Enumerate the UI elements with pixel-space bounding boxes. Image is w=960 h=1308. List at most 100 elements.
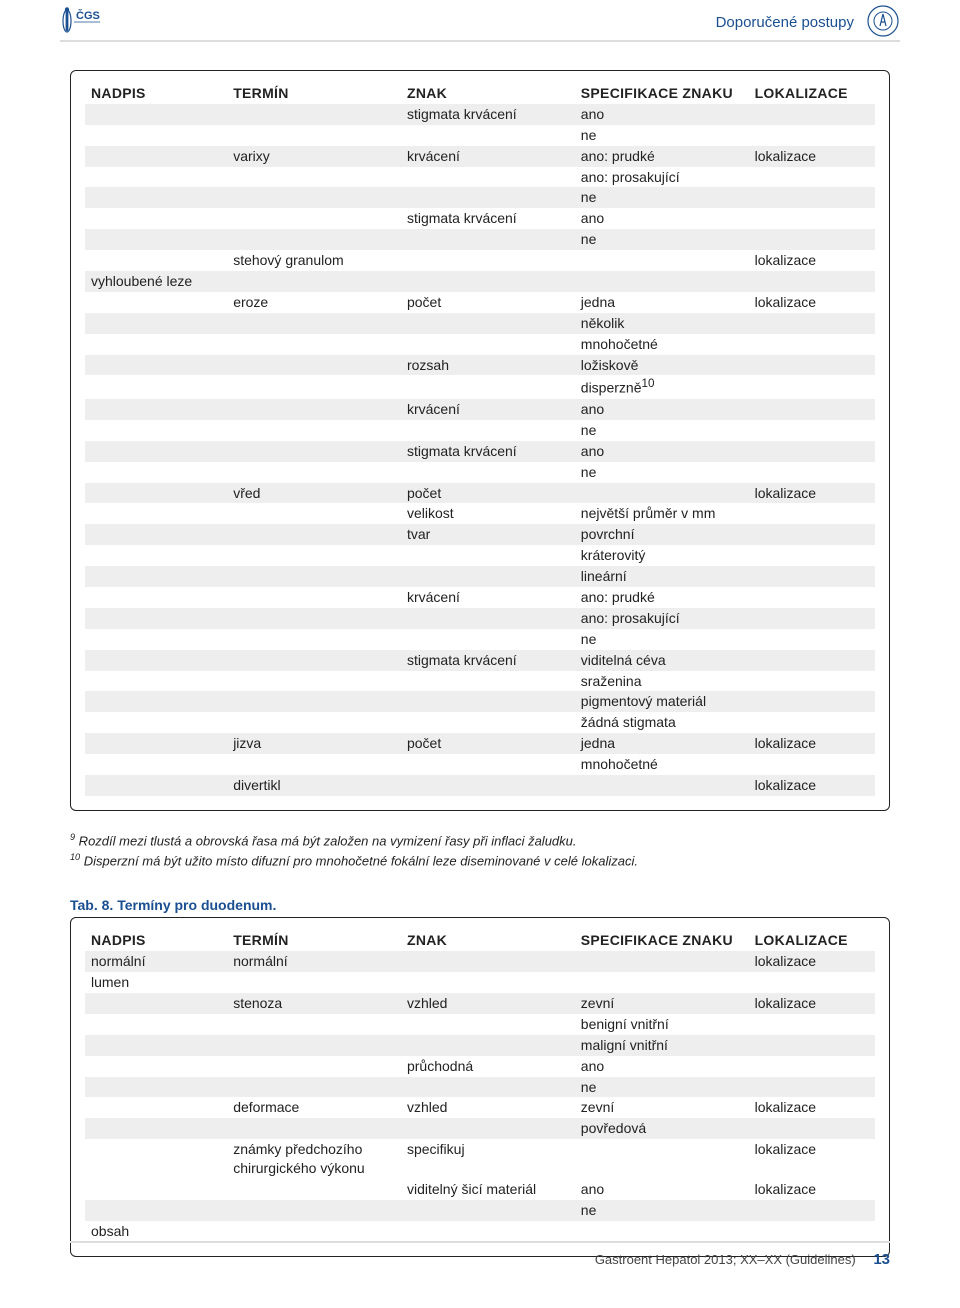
footer-page-number: 13 (873, 1251, 890, 1268)
table-cell (85, 503, 227, 524)
table-cell (227, 972, 401, 993)
table-cell: krvácení (401, 587, 575, 608)
table-cell: rozsah (401, 355, 575, 376)
table-cell: ložiskově (575, 355, 749, 376)
table-cell: varixy (227, 146, 401, 167)
table-cell: sraženina (575, 671, 749, 692)
table-cell: stenoza (227, 993, 401, 1014)
th2-termin: TERMÍN (227, 930, 401, 951)
table-cell (85, 1200, 227, 1221)
table-row: žádná stigmata (85, 712, 875, 733)
table-cell (575, 951, 749, 972)
table-cell (227, 1014, 401, 1035)
table-cell: povředová (575, 1118, 749, 1139)
table-cell (401, 1221, 575, 1242)
table-cell (227, 1179, 401, 1200)
table-cell: ano (575, 1179, 749, 1200)
table-1: NADPIS TERMÍN ZNAK SPECIFIKACE ZNAKU LOK… (85, 83, 875, 796)
table-cell (227, 441, 401, 462)
table-cell: jedna (575, 733, 749, 754)
table-cell (401, 229, 575, 250)
table-row: ne (85, 462, 875, 483)
table-cell (85, 1014, 227, 1035)
table-cell: povrchní (575, 524, 749, 545)
th-termin: TERMÍN (227, 83, 401, 104)
table-cell: lumen (85, 972, 227, 993)
table-cell: ano: prudké (575, 587, 749, 608)
table-cell: průchodná (401, 1056, 575, 1077)
table-row: krváceníano: prudké (85, 587, 875, 608)
table-row: erozepočetjednalokalizace (85, 292, 875, 313)
table-cell (227, 208, 401, 229)
header-right: Doporučené postupy (716, 4, 900, 41)
table-cell (401, 462, 575, 483)
table-cell (401, 1200, 575, 1221)
table-row: ne (85, 125, 875, 146)
page-footer: Gastroent Hepatol 2013; XX–XX (Guideline… (70, 1241, 890, 1268)
table-cell (401, 375, 575, 399)
table-cell (227, 187, 401, 208)
table-row: disperzně10 (85, 375, 875, 399)
table-row: viditelný šicí materiálanolokalizace (85, 1179, 875, 1200)
table-cell (227, 334, 401, 355)
table-cell (85, 334, 227, 355)
table-cell (227, 754, 401, 775)
table-row: stigmata krváceníviditelná céva (85, 650, 875, 671)
th2-lokalizace: LOKALIZACE (749, 930, 875, 951)
table-cell: stigmata krvácení (401, 208, 575, 229)
table-cell (575, 483, 749, 504)
th-nadpis: NADPIS (85, 83, 227, 104)
table-row: ne (85, 1200, 875, 1221)
table-row: normálnínormálnílokalizace (85, 951, 875, 972)
table-cell (401, 420, 575, 441)
table-cell (401, 754, 575, 775)
table-cell: stigmata krvácení (401, 441, 575, 462)
table-cell: ne (575, 229, 749, 250)
table-cell: krvácení (401, 146, 575, 167)
table-cell: obsah (85, 1221, 227, 1242)
table-cell (85, 146, 227, 167)
table-cell (85, 229, 227, 250)
table-cell: ne (575, 420, 749, 441)
table-cell (575, 250, 749, 271)
table-cell: viditelný šicí materiál (401, 1179, 575, 1200)
table-cell (227, 313, 401, 334)
table-cell: jizva (227, 733, 401, 754)
table-cell (227, 399, 401, 420)
table-cell (227, 420, 401, 441)
table-cell (401, 1077, 575, 1098)
table-cell (85, 545, 227, 566)
table-cell (749, 1221, 875, 1242)
table-cell: ne (575, 629, 749, 650)
table-cell (749, 1118, 875, 1139)
table-cell (749, 650, 875, 671)
table-cell (85, 104, 227, 125)
table-cell (85, 462, 227, 483)
table-cell (749, 1035, 875, 1056)
table-row: stigmata krváceníano (85, 104, 875, 125)
table-cell (401, 629, 575, 650)
table-cell (749, 972, 875, 993)
table-cell (749, 313, 875, 334)
table-cell (227, 375, 401, 399)
table-cell (85, 313, 227, 334)
table-cell: lokalizace (749, 1179, 875, 1200)
table-cell (227, 1200, 401, 1221)
table-cell (85, 712, 227, 733)
table-cell: několik (575, 313, 749, 334)
table-cell: ano (575, 208, 749, 229)
table-cell: viditelná céva (575, 650, 749, 671)
table-cell (749, 587, 875, 608)
table-cell: tvar (401, 524, 575, 545)
table-cell: vyhloubené leze (85, 271, 227, 292)
table-cell: disperzně10 (575, 375, 749, 399)
table-cell (749, 566, 875, 587)
table-cell (227, 125, 401, 146)
table-cell: vzhled (401, 993, 575, 1014)
table-cell (85, 993, 227, 1014)
table-row: velikostnejvětší průměr v mm (85, 503, 875, 524)
table-cell (575, 1139, 749, 1179)
table-cell: specifikuj (401, 1139, 575, 1179)
table-cell (401, 334, 575, 355)
table-cell (401, 271, 575, 292)
